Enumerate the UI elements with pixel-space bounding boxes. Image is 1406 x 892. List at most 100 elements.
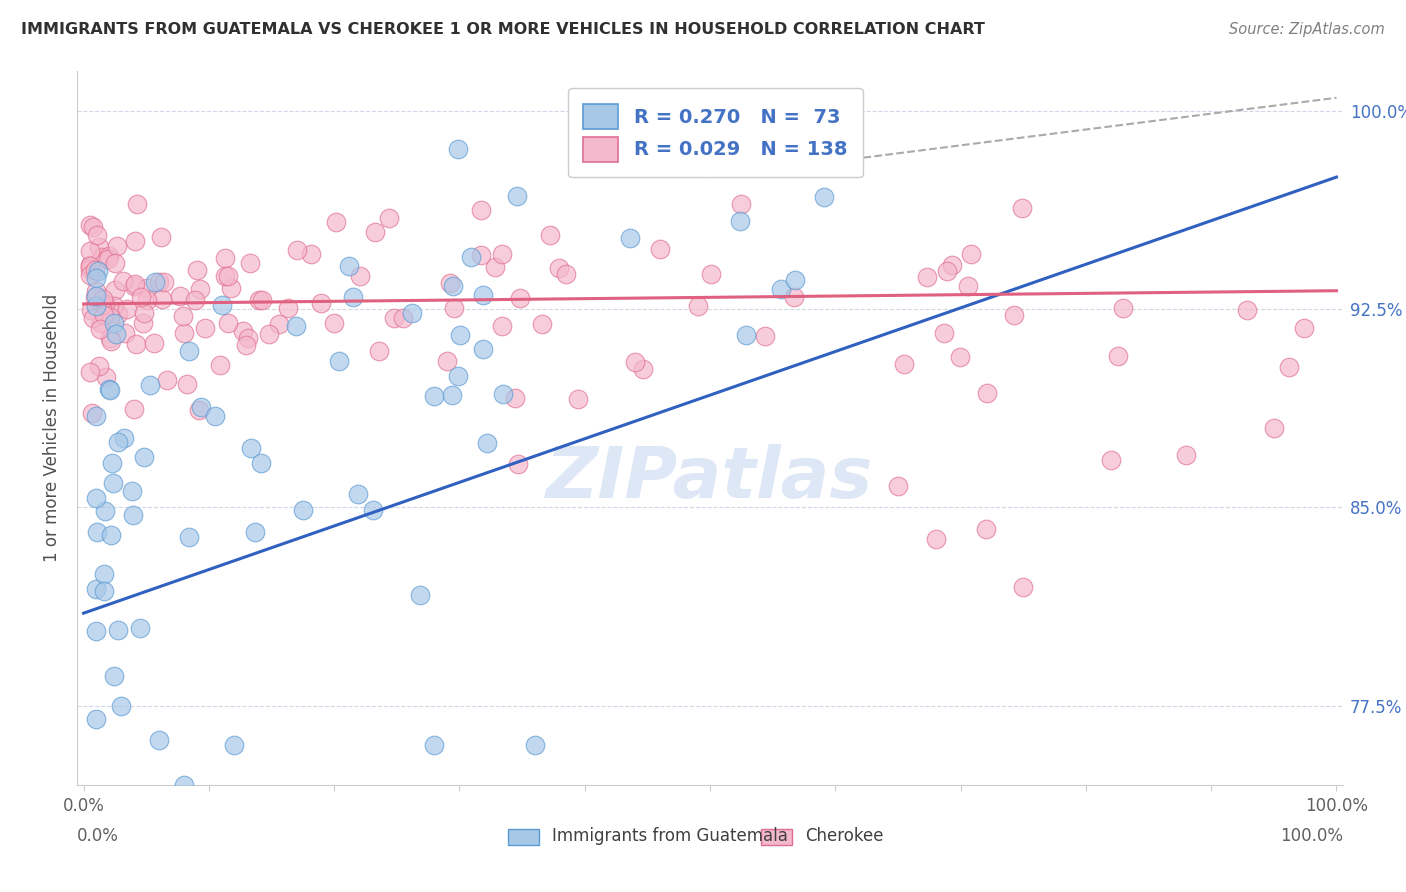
Point <box>79 268 101 282</box>
Point <box>142 336 165 351</box>
Point <box>122 508 145 523</box>
Point <box>87 264 110 278</box>
Point <box>135 281 157 295</box>
Point <box>567 392 589 406</box>
Point <box>103 299 125 313</box>
Point <box>89 322 111 336</box>
Point <box>107 239 129 253</box>
Point <box>79 258 101 272</box>
Point <box>217 316 239 330</box>
Point <box>124 277 146 291</box>
Point <box>284 319 307 334</box>
Point <box>172 309 194 323</box>
Point <box>93 308 115 322</box>
Point <box>956 278 979 293</box>
Point <box>915 269 938 284</box>
Point <box>762 158 785 172</box>
Point <box>107 623 129 637</box>
Point <box>86 525 108 540</box>
Point <box>93 567 115 582</box>
Text: IMMIGRANTS FROM GUATEMALA VS CHEROKEE 1 OR MORE VEHICLES IN HOUSEHOLD CORRELATIO: IMMIGRANTS FROM GUATEMALA VS CHEROKEE 1 … <box>21 22 986 37</box>
Point <box>177 530 200 544</box>
Point <box>79 218 101 232</box>
Point <box>436 354 458 368</box>
Point <box>80 406 103 420</box>
Point <box>83 290 105 304</box>
Point <box>1294 321 1316 335</box>
Point <box>623 355 645 369</box>
Point <box>472 288 495 302</box>
Point <box>328 354 350 368</box>
Point <box>1263 421 1285 435</box>
Point <box>134 450 156 465</box>
Point <box>492 386 515 401</box>
Point <box>364 225 387 239</box>
Point <box>104 256 127 270</box>
Point <box>79 365 101 379</box>
Point <box>107 434 129 449</box>
Point <box>84 712 107 726</box>
Point <box>252 293 274 307</box>
Point <box>188 282 211 296</box>
Point <box>299 247 322 261</box>
Point <box>976 385 998 400</box>
Point <box>924 532 946 546</box>
Point <box>90 250 112 264</box>
Point <box>238 331 260 345</box>
Text: Source: ZipAtlas.com: Source: ZipAtlas.com <box>1229 22 1385 37</box>
Point <box>409 588 432 602</box>
Point <box>547 260 569 275</box>
Point <box>235 338 257 352</box>
Point <box>143 275 166 289</box>
Point <box>688 300 710 314</box>
Point <box>785 273 807 287</box>
Point <box>447 142 470 156</box>
Point <box>148 276 170 290</box>
Point <box>447 369 470 384</box>
Point <box>735 327 758 342</box>
Point <box>121 484 143 499</box>
Point <box>169 289 191 303</box>
Point <box>277 301 299 316</box>
Point <box>86 228 108 243</box>
Point <box>84 491 107 506</box>
Point <box>84 262 107 277</box>
Point <box>730 196 752 211</box>
Point <box>190 400 212 414</box>
Point <box>232 325 254 339</box>
Point <box>79 244 101 259</box>
Point <box>893 357 915 371</box>
Text: Cherokee: Cherokee <box>806 828 883 846</box>
Point <box>1278 359 1301 374</box>
Point <box>505 391 527 405</box>
Point <box>217 269 239 284</box>
Point <box>125 196 148 211</box>
Point <box>125 336 148 351</box>
Point <box>96 370 118 384</box>
Point <box>439 276 461 290</box>
Point <box>98 383 121 397</box>
Text: 0.0%: 0.0% <box>77 828 120 846</box>
Point <box>247 293 270 307</box>
Point <box>579 113 602 128</box>
Point <box>249 456 271 470</box>
Point <box>974 522 997 536</box>
Point <box>936 264 959 278</box>
Point <box>97 249 120 263</box>
Point <box>214 268 236 283</box>
Point <box>149 230 172 244</box>
Point <box>932 326 955 341</box>
Point <box>959 246 981 260</box>
Point <box>619 231 641 245</box>
Point <box>770 282 793 296</box>
Point <box>93 584 115 599</box>
Point <box>325 215 347 229</box>
Point <box>87 359 110 374</box>
Point <box>97 252 120 266</box>
Point <box>509 291 531 305</box>
Point <box>153 275 176 289</box>
Point <box>79 262 101 277</box>
Point <box>84 299 107 313</box>
Point <box>177 344 200 359</box>
Point <box>440 387 463 401</box>
